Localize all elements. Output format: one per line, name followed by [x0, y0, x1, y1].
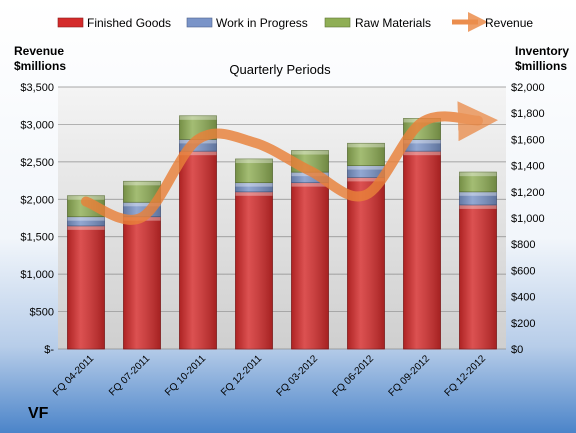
right-tick-label: $200 — [511, 318, 535, 330]
bar-highlight — [347, 143, 385, 148]
left-axis-title-line2: $millions — [14, 59, 66, 73]
legend-swatch-finished-goods — [57, 17, 84, 28]
left-tick-label: $2,000 — [20, 194, 54, 206]
bar-highlight — [459, 204, 497, 209]
bar-highlight — [347, 177, 385, 182]
bar-shade — [179, 151, 217, 349]
legend-label-revenue: Revenue — [485, 16, 533, 30]
bar-highlight — [235, 159, 273, 164]
bar-shade — [403, 151, 441, 349]
bar-highlight — [459, 191, 497, 196]
chart-title: Quarterly Periods — [229, 62, 331, 77]
bar-highlight — [291, 150, 329, 155]
bar-shade — [291, 182, 329, 349]
bar-shade — [459, 204, 497, 349]
bar-highlight — [459, 172, 497, 177]
right-tick-label: $1,000 — [511, 213, 545, 225]
legend-item-finished-goods: Finished Goods — [57, 16, 171, 30]
bar-shade — [347, 143, 385, 166]
bar-shade — [235, 182, 273, 192]
bar-highlight — [179, 151, 217, 156]
bar-shade — [235, 159, 273, 183]
left-axis-title-line1: Revenue — [14, 44, 64, 58]
right-tick-label: $2,000 — [511, 82, 545, 94]
bar-highlight — [235, 182, 273, 187]
bar-shade — [459, 191, 497, 205]
right-axis-title-line1: Inventory — [515, 44, 569, 58]
bar-shade — [347, 165, 385, 178]
bar-shade — [235, 191, 273, 349]
bar-highlight — [291, 182, 329, 187]
legend: Finished Goods Work in Progress Raw Mate… — [57, 12, 533, 32]
bar-highlight — [179, 115, 217, 120]
revenue-line-path — [81, 101, 498, 225]
bar-shade — [459, 172, 497, 192]
legend-swatch-work-in-progress — [186, 17, 213, 28]
legend-item-raw-materials: Raw Materials — [324, 16, 431, 30]
bar-shade — [291, 172, 329, 183]
legend-swatch-raw-materials — [324, 17, 351, 28]
bar-highlight — [123, 181, 161, 186]
right-tick-label: $1,800 — [511, 108, 545, 120]
bar-highlight — [123, 202, 161, 207]
bars — [67, 115, 497, 350]
legend-label-finished-goods: Finished Goods — [87, 16, 171, 30]
bar-shade — [403, 139, 441, 152]
bar-highlight — [67, 225, 105, 230]
left-tick-label: $3,000 — [20, 119, 54, 131]
bar-shade — [347, 177, 385, 349]
bar-highlight — [347, 165, 385, 170]
right-axis-title-line2: $millions — [515, 59, 567, 73]
left-axis-ticks: $- $500 $1,000 $1,500 $2,000 $2,500 $3,000 $3,5… — [20, 82, 54, 356]
bar-shade — [123, 216, 161, 349]
right-tick-label: $1,600 — [511, 134, 545, 146]
left-tick-label: $- — [44, 344, 54, 356]
bar-shade — [123, 181, 161, 203]
right-tick-label: $1,400 — [511, 161, 545, 173]
legend-item-work-in-progress: Work in Progress — [186, 16, 308, 30]
right-tick-label: $600 — [511, 265, 535, 277]
left-tick-label: $1,000 — [20, 269, 54, 281]
company-label: VF — [28, 405, 49, 422]
legend-label-work-in-progress: Work in Progress — [216, 16, 308, 30]
left-tick-label: $3,500 — [20, 82, 54, 94]
bar-highlight — [235, 191, 273, 196]
bar-highlight — [67, 216, 105, 221]
legend-item-revenue: Revenue — [452, 12, 533, 32]
bar-shade — [67, 216, 105, 226]
right-axis-ticks: $0 $200 $400 $600 $800 $1,000 $1,200 $1,400 $1,6… — [511, 82, 545, 356]
revenue-line — [81, 101, 498, 225]
right-tick-label: $1,200 — [511, 187, 545, 199]
right-tick-label: $800 — [511, 239, 535, 251]
bar-highlight — [403, 151, 441, 156]
left-tick-label: $500 — [30, 307, 54, 319]
right-tick-label: $400 — [511, 292, 535, 304]
legend-label-raw-materials: Raw Materials — [355, 16, 431, 30]
left-tick-label: $2,500 — [20, 157, 54, 169]
bar-shade — [67, 225, 105, 349]
right-tick-label: $0 — [511, 344, 523, 356]
bar-highlight — [403, 139, 441, 144]
left-tick-label: $1,500 — [20, 232, 54, 244]
